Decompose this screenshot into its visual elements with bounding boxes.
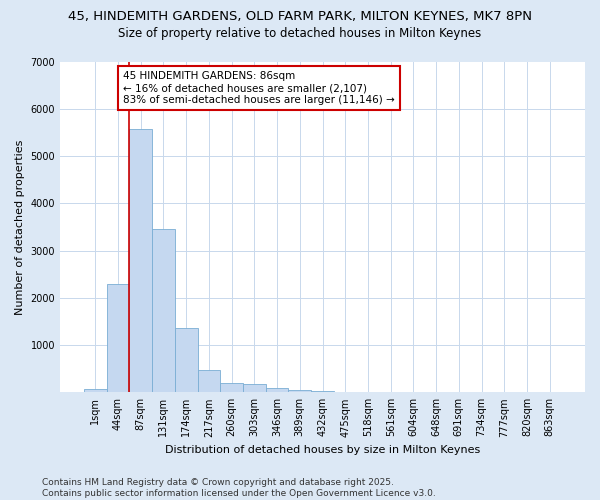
Bar: [243, 384, 266, 392]
Bar: [197, 370, 220, 392]
Text: 45 HINDEMITH GARDENS: 86sqm
← 16% of detached houses are smaller (2,107)
83% of : 45 HINDEMITH GARDENS: 86sqm ← 16% of det…: [123, 72, 395, 104]
Text: Size of property relative to detached houses in Milton Keynes: Size of property relative to detached ho…: [118, 28, 482, 40]
Bar: [266, 388, 289, 392]
Bar: [289, 390, 311, 392]
Y-axis label: Number of detached properties: Number of detached properties: [15, 139, 25, 314]
X-axis label: Distribution of detached houses by size in Milton Keynes: Distribution of detached houses by size …: [165, 445, 480, 455]
Text: 45, HINDEMITH GARDENS, OLD FARM PARK, MILTON KEYNES, MK7 8PN: 45, HINDEMITH GARDENS, OLD FARM PARK, MI…: [68, 10, 532, 23]
Bar: [175, 328, 197, 392]
Bar: [220, 383, 243, 392]
Bar: [107, 284, 130, 393]
Bar: [152, 230, 175, 392]
Bar: [130, 128, 152, 392]
Bar: [311, 391, 334, 392]
Bar: [84, 389, 107, 392]
Text: Contains HM Land Registry data © Crown copyright and database right 2025.
Contai: Contains HM Land Registry data © Crown c…: [42, 478, 436, 498]
